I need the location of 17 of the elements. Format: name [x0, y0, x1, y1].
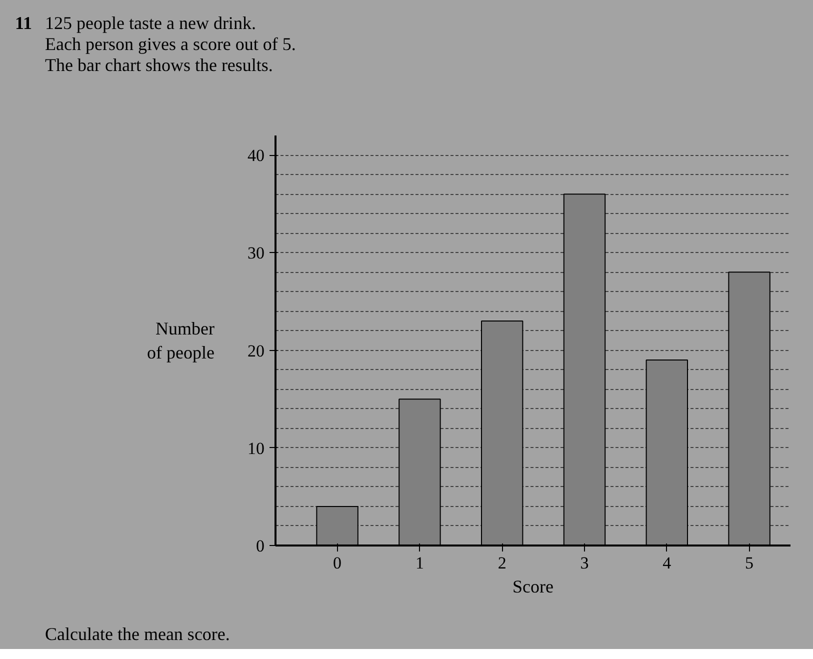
x-axis-title: Score	[512, 576, 554, 596]
text: Calculate the mean score.	[44, 623, 230, 645]
y-tick-label: 0	[256, 536, 264, 556]
x-tick-label: 3	[580, 554, 589, 572]
y-tick-label: 10	[248, 438, 264, 458]
x-tick-label: 0	[333, 554, 342, 572]
y-tick-label: 30	[248, 244, 264, 263]
x-tick-label: 4	[662, 554, 672, 572]
text: 11	[15, 13, 34, 35]
y-axis-title: Number of people	[147, 318, 215, 362]
x-tick-label: 5	[745, 554, 754, 572]
x-tick-label: 2	[498, 554, 506, 572]
chart-subtitle: Each person gives a score out of 5. The bar chart shows the results.	[45, 34, 296, 75]
chart-title: 125 people taste a new drink.	[45, 13, 256, 33]
x-tick-label: 1	[415, 554, 424, 572]
y-tick-label: 20	[248, 341, 264, 360]
y-tick-label: 40	[248, 146, 264, 166]
